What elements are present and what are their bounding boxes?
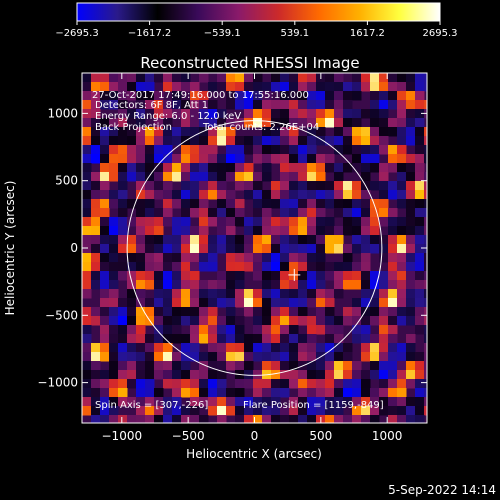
annotation-spin-axis: Spin Axis = [307,-226]: [95, 400, 208, 411]
x-axis-label: Heliocentric X (arcsec): [186, 447, 322, 461]
annotation-flare-position: Flare Position = [1159,-849]: [243, 400, 384, 411]
flare-position-marker: [288, 268, 301, 281]
colorbar-tick-label: 2695.3: [423, 28, 458, 39]
y-tick-label: 1000: [47, 106, 78, 120]
colorbar-tick-label: 539.1: [280, 28, 309, 39]
y-tick-label: 0: [70, 241, 78, 255]
annotation-detectors: Detectors: 6F 8F, Att 1: [95, 100, 208, 111]
solar-limb-circle: [126, 120, 383, 376]
plot-annotations: 27-Oct-2017 17:49:16.000 to 17:55:16.000…: [92, 90, 384, 411]
colorbar-tick-label: −539.1: [204, 28, 241, 39]
x-tick-label: 500: [309, 429, 332, 443]
annotation-energy-range: Energy Range: 6.0 - 12.0 keV: [95, 111, 241, 122]
x-tick-label: −1000: [102, 429, 143, 443]
timestamp: 5-Sep-2022 14:14: [388, 483, 496, 497]
x-tick-label: 0: [251, 429, 259, 443]
y-axis-label: Heliocentric Y (arcsec): [3, 181, 17, 316]
chart-title: Reconstructed RHESSI Image: [140, 54, 359, 72]
colorbar: −2695.3 −1617.2 −539.1 539.1 1617.2 2695.3: [55, 2, 458, 39]
annotation-total-counts: Total counts: 2.26E+04: [202, 122, 319, 133]
x-tick-label: −500: [172, 429, 205, 443]
colorbar-tick-label: 1617.2: [350, 28, 385, 39]
colorbar-tick-label: −1617.2: [128, 28, 171, 39]
colorbar-ticks: −2695.3 −1617.2 −539.1 539.1 1617.2 2695.3: [55, 21, 458, 39]
heatmap-image: [82, 73, 427, 423]
axis-ticks: −1000 −500 0 500 1000 −1000 −500 0 500 1000: [37, 73, 427, 443]
plot-area: −1000 −500 0 500 1000 −1000 −500 0 500 1000: [37, 72, 428, 443]
y-tick-label: −1000: [37, 376, 78, 390]
annotation-method: Back Projection: [95, 122, 172, 133]
colorbar-tick-label: −2695.3: [55, 28, 98, 39]
y-tick-label: −500: [45, 308, 78, 322]
y-tick-label: 500: [55, 174, 78, 188]
annotation-time-range: 27-Oct-2017 17:49:16.000 to 17:55:16.000: [92, 90, 309, 101]
x-tick-label: 1000: [372, 429, 403, 443]
colorbar-strip: [76, 2, 441, 22]
